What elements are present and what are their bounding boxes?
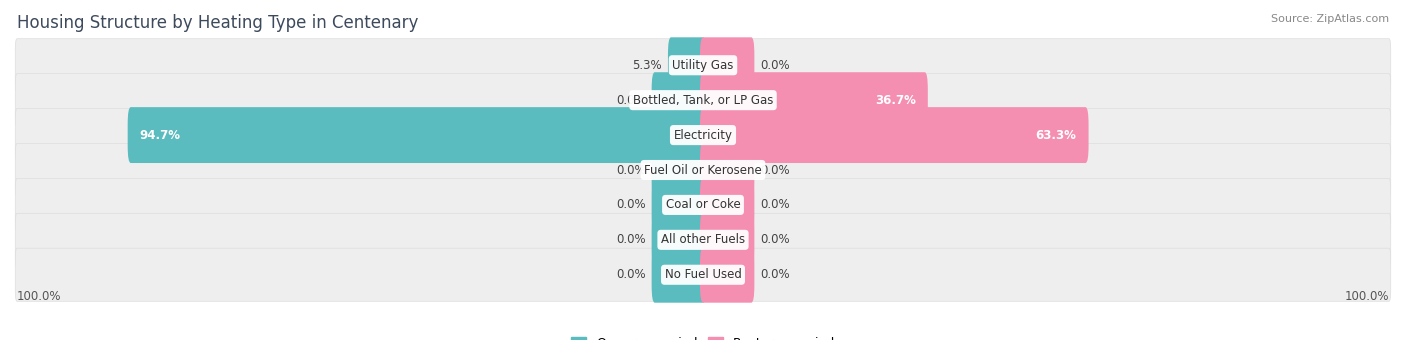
- FancyBboxPatch shape: [700, 107, 1088, 163]
- Text: Fuel Oil or Kerosene: Fuel Oil or Kerosene: [644, 164, 762, 176]
- Text: 0.0%: 0.0%: [616, 94, 645, 107]
- Text: 5.3%: 5.3%: [633, 59, 662, 72]
- Text: 100.0%: 100.0%: [1344, 290, 1389, 303]
- FancyBboxPatch shape: [700, 37, 755, 93]
- FancyBboxPatch shape: [668, 37, 706, 93]
- Text: 63.3%: 63.3%: [1036, 129, 1077, 141]
- FancyBboxPatch shape: [651, 142, 706, 198]
- Legend: Owner-occupied, Renter-occupied: Owner-occupied, Renter-occupied: [571, 337, 835, 340]
- FancyBboxPatch shape: [15, 213, 1391, 266]
- Text: Coal or Coke: Coal or Coke: [665, 199, 741, 211]
- FancyBboxPatch shape: [15, 74, 1391, 127]
- FancyBboxPatch shape: [700, 142, 755, 198]
- FancyBboxPatch shape: [15, 178, 1391, 232]
- Text: Utility Gas: Utility Gas: [672, 59, 734, 72]
- Text: 36.7%: 36.7%: [875, 94, 915, 107]
- FancyBboxPatch shape: [700, 177, 755, 233]
- FancyBboxPatch shape: [15, 39, 1391, 92]
- FancyBboxPatch shape: [651, 177, 706, 233]
- FancyBboxPatch shape: [15, 248, 1391, 301]
- FancyBboxPatch shape: [651, 247, 706, 303]
- Text: 0.0%: 0.0%: [761, 164, 790, 176]
- Text: 0.0%: 0.0%: [616, 233, 645, 246]
- Text: Bottled, Tank, or LP Gas: Bottled, Tank, or LP Gas: [633, 94, 773, 107]
- Text: 0.0%: 0.0%: [761, 199, 790, 211]
- Text: 0.0%: 0.0%: [616, 164, 645, 176]
- Text: 0.0%: 0.0%: [761, 233, 790, 246]
- FancyBboxPatch shape: [651, 72, 706, 128]
- Text: 0.0%: 0.0%: [761, 59, 790, 72]
- Text: 0.0%: 0.0%: [616, 199, 645, 211]
- FancyBboxPatch shape: [15, 143, 1391, 197]
- Text: 0.0%: 0.0%: [616, 268, 645, 281]
- Text: No Fuel Used: No Fuel Used: [665, 268, 741, 281]
- FancyBboxPatch shape: [15, 108, 1391, 162]
- FancyBboxPatch shape: [700, 72, 928, 128]
- Text: 0.0%: 0.0%: [761, 268, 790, 281]
- Text: Housing Structure by Heating Type in Centenary: Housing Structure by Heating Type in Cen…: [17, 14, 418, 32]
- Text: All other Fuels: All other Fuels: [661, 233, 745, 246]
- Text: Electricity: Electricity: [673, 129, 733, 141]
- Text: Source: ZipAtlas.com: Source: ZipAtlas.com: [1271, 14, 1389, 23]
- FancyBboxPatch shape: [651, 212, 706, 268]
- FancyBboxPatch shape: [128, 107, 706, 163]
- Text: 100.0%: 100.0%: [17, 290, 62, 303]
- FancyBboxPatch shape: [700, 247, 755, 303]
- Text: 94.7%: 94.7%: [139, 129, 181, 141]
- FancyBboxPatch shape: [700, 212, 755, 268]
